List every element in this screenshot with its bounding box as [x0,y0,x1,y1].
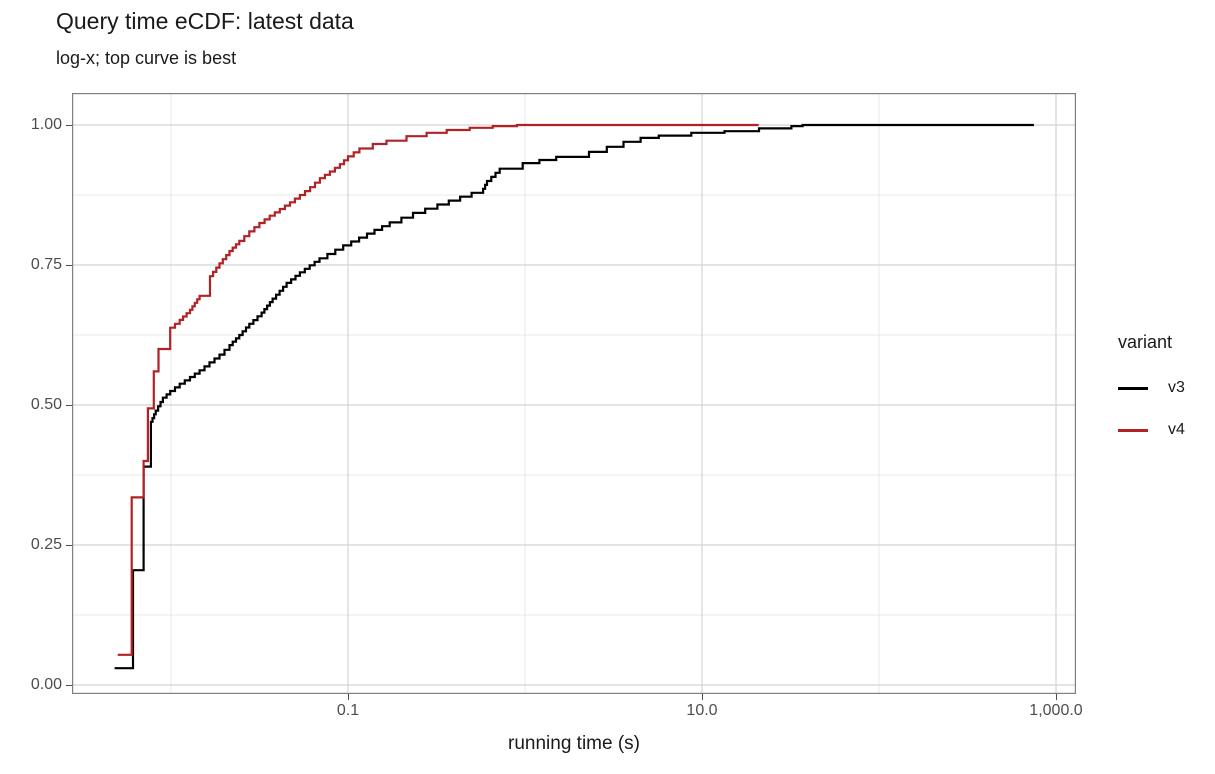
chart-subtitle: log-x; top curve is best [56,48,237,68]
y-tick-label: 0.50 [30,396,62,413]
ecdf-curve-v4 [117,123,759,656]
chart-title: Query time eCDF: latest data [56,8,354,34]
plot-panel [72,93,1076,694]
y-tick-mark [66,544,72,546]
y-tick-label: 0.25 [30,536,62,553]
ecdf-curve-v3 [114,123,1034,670]
legend-line-swatch-v3 [1118,386,1148,390]
x-tick-mark [1055,694,1057,700]
legend-item-label: v3 [1168,379,1185,396]
legend: variant v3 v4 [1118,332,1185,463]
legend-item-v4: v4 [1118,421,1185,439]
x-tick-mark [347,694,349,700]
legend-title: variant [1118,332,1173,352]
y-tick-mark [66,404,72,406]
x-axis-title: running time (s) [508,733,640,754]
x-tick-label: 0.1 [336,702,360,719]
x-tick-mark [701,694,703,700]
y-tick-mark [66,684,72,686]
legend-item-label: v4 [1168,421,1185,438]
x-tick-label: 1,000.0 [1029,702,1083,719]
y-tick-mark [66,124,72,126]
legend-items: v3 v4 [1118,379,1185,439]
panel-border [72,93,1076,694]
y-tick-mark [66,264,72,266]
legend-line-swatch-v4 [1118,428,1148,432]
x-tick-label: 10.0 [686,702,718,719]
y-tick-label: 0.00 [30,676,62,693]
y-tick-label: 1.00 [30,116,62,133]
legend-item-v3: v3 [1118,379,1185,397]
y-tick-label: 0.75 [30,256,62,273]
